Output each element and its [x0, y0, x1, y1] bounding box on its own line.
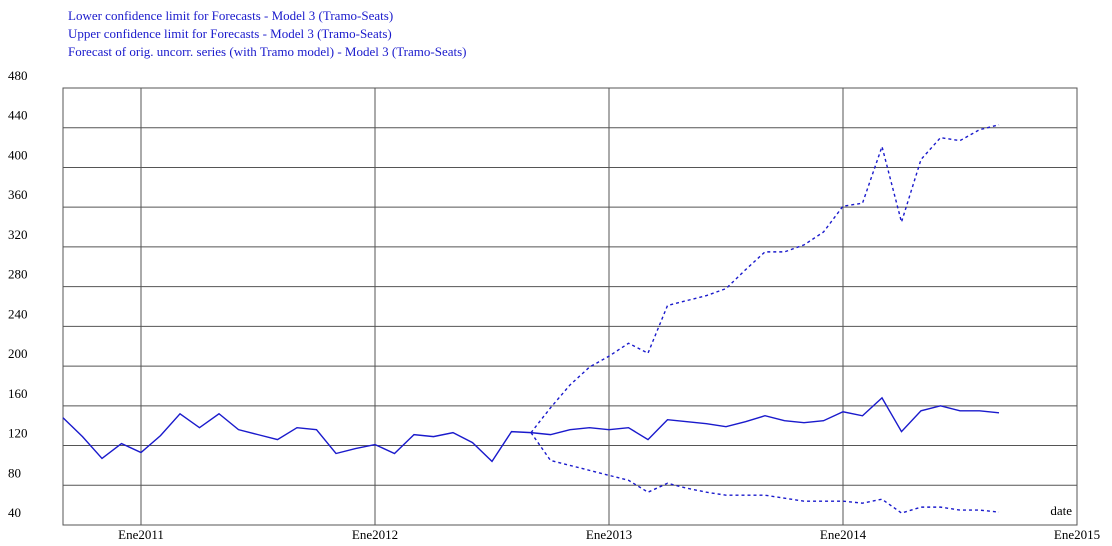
x-tick-label: Ene2011: [118, 527, 164, 542]
x-tick-label: Ene2012: [352, 527, 398, 542]
x-axis-label: date: [1050, 503, 1072, 518]
y-tick-label: 400: [8, 147, 28, 162]
legend-entry: Lower confidence limit for Forecasts - M…: [68, 8, 393, 23]
y-tick-label: 80: [8, 465, 21, 480]
x-tick-label: Ene2014: [820, 527, 867, 542]
series-line: [62, 396, 1000, 463]
legend-entry: Upper confidence limit for Forecasts - M…: [68, 26, 392, 41]
x-tick-label: Ene2015: [1054, 527, 1100, 542]
y-tick-label: 120: [8, 426, 28, 441]
y-tick-label: 280: [8, 267, 28, 282]
y-tick-label: 440: [8, 108, 28, 123]
series-line: [530, 124, 1000, 434]
legend-entry: Forecast of orig. uncorr. series (with T…: [68, 44, 467, 59]
y-tick-label: 200: [8, 346, 28, 361]
x-tick-label: Ene2013: [586, 527, 632, 542]
y-tick-label: 360: [8, 187, 28, 202]
y-tick-label: 160: [8, 386, 28, 401]
series-line: [530, 432, 1000, 514]
plot-border: [62, 87, 1078, 526]
y-tick-label: 320: [8, 227, 28, 242]
y-tick-label: 40: [8, 505, 21, 520]
y-tick-label: 480: [8, 68, 28, 83]
y-tick-label: 240: [8, 306, 28, 321]
